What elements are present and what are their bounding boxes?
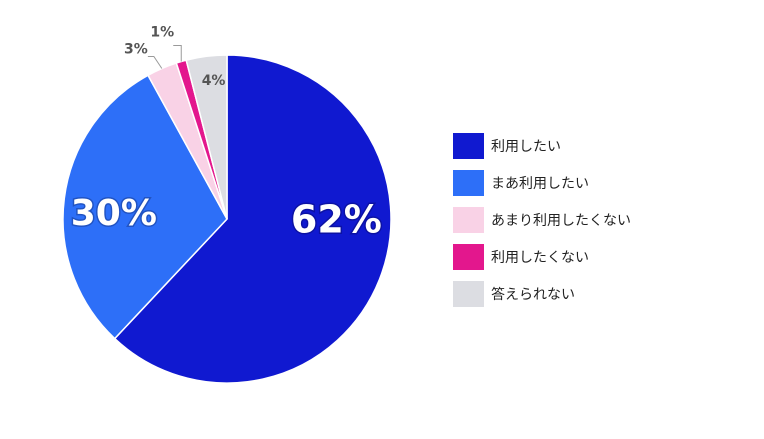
pie-slice: [185, 54, 228, 220]
leader-lines: [147, 45, 182, 69]
data-label: 4%: [202, 73, 226, 89]
legend-label: 答えられない: [491, 287, 575, 303]
pie-slice: [62, 74, 228, 340]
legend-item-riyou-shitakunai: 利用したくない: [453, 244, 631, 270]
data-label: 3%: [124, 41, 148, 57]
legend-label: あまり利用したくない: [491, 213, 631, 229]
legend-label: まあ利用したい: [491, 176, 589, 192]
pie-slices: [62, 54, 392, 384]
legend-swatch: [453, 244, 484, 270]
legend-item-amari-riyou-shitakunai: あまり利用したくない: [453, 207, 631, 233]
data-labels: 62% 30% 4% 3%1%: [69, 25, 383, 244]
legend-item-maa-riyou-shitai: まあ利用したい: [453, 170, 631, 196]
legend: 利用したい まあ利用したい あまり利用したくない 利用したくない 答えられない: [453, 133, 631, 307]
legend-swatch: [453, 281, 484, 307]
leader-line: [173, 45, 182, 62]
legend-label: 利用したくない: [491, 250, 589, 266]
data-label: 30%: [71, 193, 157, 234]
data-label: 1%: [150, 25, 174, 41]
legend-label: 利用したい: [491, 139, 561, 155]
legend-swatch: [453, 207, 484, 233]
pie-slice: [113, 54, 392, 384]
data-label: 62%: [291, 198, 382, 242]
leader-line: [147, 55, 163, 69]
legend-swatch: [453, 133, 484, 159]
legend-item-riyou-shitai: 利用したい: [453, 133, 631, 159]
legend-item-kotaerarenai: 答えられない: [453, 281, 631, 307]
legend-swatch: [453, 170, 484, 196]
